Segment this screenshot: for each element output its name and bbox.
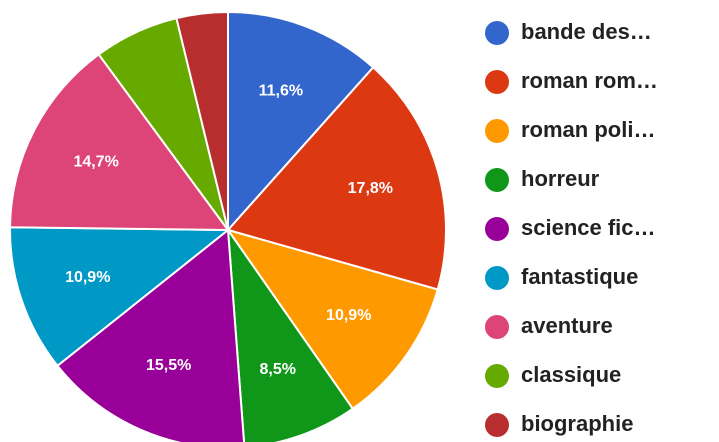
pie-slice: [9, 53, 230, 232]
slice-value-label: 10,9%: [326, 307, 371, 324]
chart-legend: bande des… roman rom… roman poli… horreur sc…: [485, 19, 658, 437]
pie-slices: [9, 10, 447, 442]
legend-item: horreur: [485, 166, 600, 192]
pie-slice: [226, 226, 355, 442]
slice-value-label: 14,7%: [73, 154, 118, 171]
legend-item: roman poli…: [485, 117, 655, 143]
pie-slice: [225, 228, 439, 411]
slice-value-label: 8,5%: [260, 361, 296, 378]
pie-slice: [226, 65, 447, 291]
pie-slice: [9, 226, 231, 368]
legend-label: horreur: [521, 166, 600, 191]
legend-label: science fic…: [521, 215, 656, 240]
legend-item: science fic…: [485, 215, 656, 241]
legend-item: biographie: [485, 411, 633, 437]
legend-label: bande des…: [521, 19, 652, 44]
legend-swatch: [485, 413, 509, 437]
legend-swatch: [485, 364, 509, 388]
pie-slice-labels: 11,6% 17,8% 10,9% 8,5% 15,5% 10,9% 14,7%: [65, 83, 393, 378]
legend-label: aventure: [521, 313, 613, 338]
legend-item: bande des…: [485, 19, 652, 45]
legend-label: roman rom…: [521, 68, 658, 93]
pie-slice: [175, 10, 229, 231]
legend-item: fantastique: [485, 264, 638, 290]
slice-value-label: 10,9%: [65, 269, 110, 286]
legend-swatch: [485, 70, 509, 94]
pie-slice: [227, 10, 375, 233]
legend-swatch: [485, 315, 509, 339]
legend-label: roman poli…: [521, 117, 655, 142]
legend-label: classique: [521, 362, 621, 387]
pie-slice: [56, 228, 246, 442]
legend-swatch: [485, 266, 509, 290]
legend-item: classique: [485, 362, 621, 388]
legend-item: aventure: [485, 313, 613, 339]
legend-swatch: [485, 21, 509, 45]
legend-swatch: [485, 217, 509, 241]
legend-item: roman rom…: [485, 68, 658, 94]
legend-swatch: [485, 168, 509, 192]
legend-swatch: [485, 119, 509, 143]
legend-label: fantastique: [521, 264, 638, 289]
slice-value-label: 15,5%: [146, 357, 191, 374]
slice-value-label: 11,6%: [259, 83, 303, 100]
slice-value-label: 17,8%: [348, 180, 393, 197]
legend-label: biographie: [521, 411, 633, 436]
